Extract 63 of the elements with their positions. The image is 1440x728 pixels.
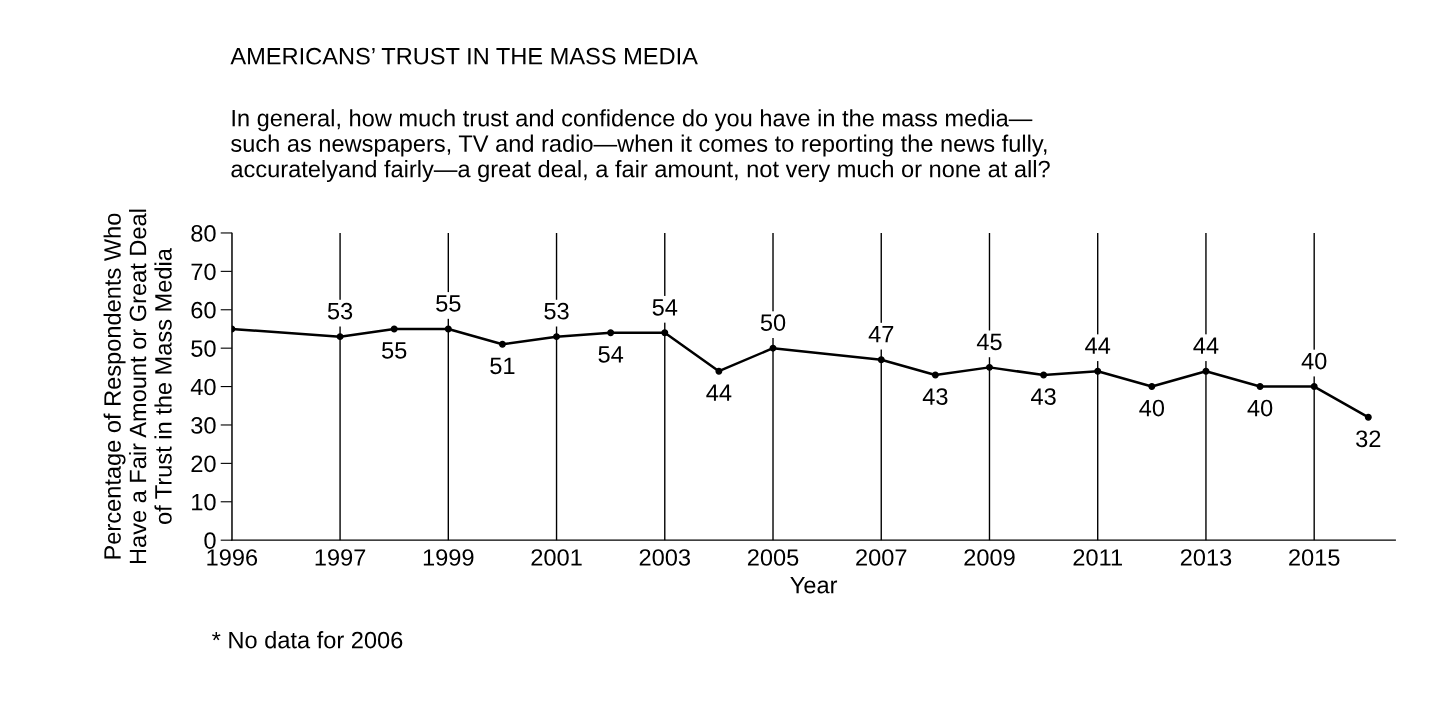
point xyxy=(661,329,669,337)
data-label: 45 xyxy=(976,333,1002,351)
x-tick-label: 2011 xyxy=(1073,549,1122,566)
y-tick-label: 20 xyxy=(191,455,216,473)
chart-subtitle: In general, how much trust and confidence do you have in the mass media— such as newspapers, TV and radio—when it comes to reporting the news fully, accuratelyand fairly—a great deal, a fair amount, not very much or none at all? xyxy=(231,109,1050,183)
data-label: 40 xyxy=(1301,352,1327,370)
data-label: 40 xyxy=(1139,399,1165,417)
x-tick-label: 1997 xyxy=(315,549,366,566)
data-label: 44 xyxy=(706,384,732,401)
data-label: 53 xyxy=(544,302,569,320)
point xyxy=(1256,383,1264,391)
data-label: 32 xyxy=(1356,430,1381,448)
point xyxy=(931,371,939,379)
x-tick-label: 2015 xyxy=(1289,549,1340,566)
x-tick-label: 2003 xyxy=(639,549,691,566)
text: * No data for 2006 xyxy=(212,631,403,649)
data-label: 44 xyxy=(1085,337,1111,354)
data-label: 43 xyxy=(922,388,948,405)
y-tick-label: 80 xyxy=(191,225,216,242)
data-label: 54 xyxy=(598,346,624,363)
x-tick-label: 1999 xyxy=(423,549,474,566)
point xyxy=(1202,367,1210,375)
point xyxy=(877,356,885,364)
point xyxy=(986,363,993,371)
x-axis-title: Year xyxy=(790,576,838,594)
y-tick-label: 40 xyxy=(190,378,216,396)
point xyxy=(1310,383,1318,391)
point xyxy=(390,325,398,333)
data-label: 40 xyxy=(1247,399,1273,417)
x-tick-label: 2009 xyxy=(964,549,1015,566)
y-tick-label: 10 xyxy=(192,493,216,511)
point xyxy=(1148,383,1156,391)
point xyxy=(444,325,452,333)
data-label: 55 xyxy=(382,342,407,359)
data-label: 54 xyxy=(652,299,678,316)
point xyxy=(607,329,615,337)
point xyxy=(553,333,561,341)
point xyxy=(769,344,777,352)
point xyxy=(498,340,506,348)
y-axis-title: Percentage of Respondents Who Have a Fair Amount or Great Deal of Trust in the Mass Media xyxy=(103,209,172,564)
y-tick-label: 70 xyxy=(191,263,216,281)
y-tick-label: 30 xyxy=(191,417,216,434)
data-label: 51 xyxy=(490,357,515,375)
x-tick-label: 1996 xyxy=(207,549,258,566)
chart-title: AMERICANS’ TRUST IN THE MASS MEDIA xyxy=(230,47,698,65)
point xyxy=(336,333,344,341)
y-tick-label: 0 xyxy=(204,532,216,549)
data-label: 47 xyxy=(868,326,894,343)
x-tick-label: 2007 xyxy=(856,549,907,566)
point xyxy=(715,367,723,375)
y-tick-label: 50 xyxy=(191,340,216,357)
x-tick-label: 2013 xyxy=(1180,549,1232,566)
x-tick-label: 2005 xyxy=(747,549,799,566)
data-label: 53 xyxy=(327,302,353,320)
data-label: 50 xyxy=(760,314,786,331)
point xyxy=(1040,371,1048,379)
y-tick-label: 60 xyxy=(191,301,216,319)
data-label: 55 xyxy=(436,295,461,312)
point xyxy=(1364,413,1372,421)
x-tick-label: 2001 xyxy=(531,549,582,566)
point xyxy=(1094,367,1102,375)
data-label: 43 xyxy=(1031,388,1056,405)
data-label: 44 xyxy=(1193,337,1219,354)
